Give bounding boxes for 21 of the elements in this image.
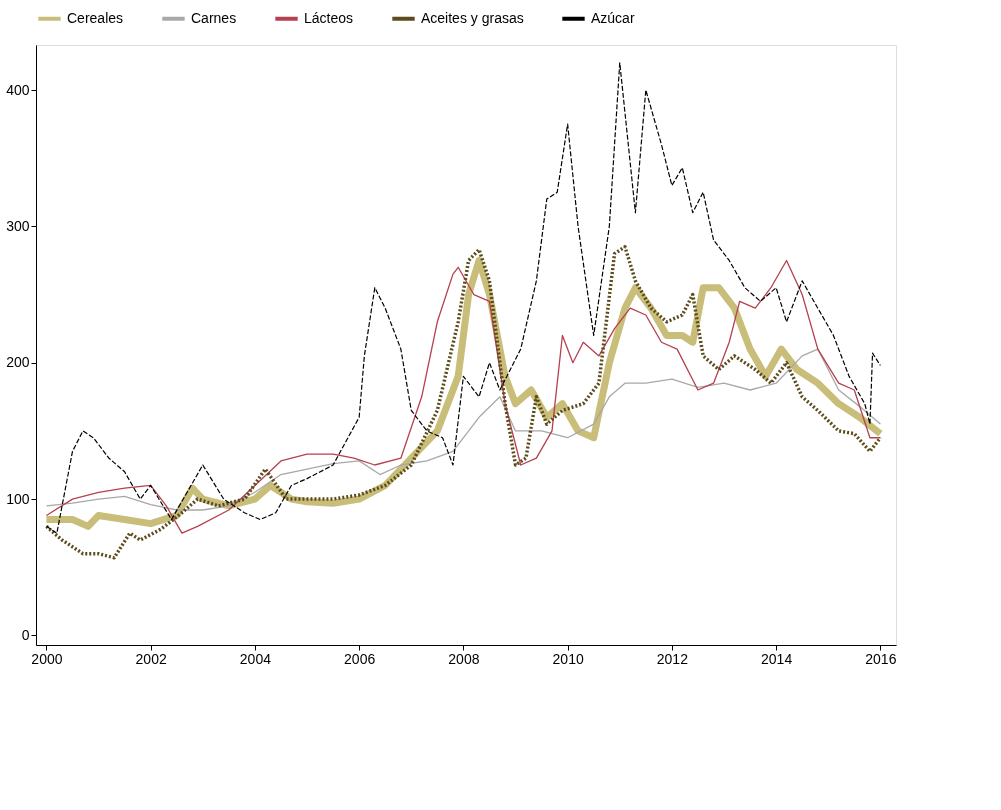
legend-label: Lácteos bbox=[304, 9, 354, 26]
x-tick-label: 2012 bbox=[656, 650, 689, 667]
x-tick-label: 2004 bbox=[239, 650, 272, 667]
x-tick-label: 2002 bbox=[135, 650, 167, 667]
legend-label: Aceites y grasas bbox=[421, 9, 524, 26]
x-tick-label: 2008 bbox=[448, 650, 480, 667]
x-tick-label: 2014 bbox=[761, 650, 793, 667]
y-tick-label: 200 bbox=[6, 354, 30, 371]
line-series bbox=[45, 62, 881, 534]
legend-label: Azúcar bbox=[591, 9, 635, 26]
y-tick-label: 400 bbox=[6, 81, 30, 98]
y-tick-label: 0 bbox=[21, 626, 30, 643]
legend-label: Carnes bbox=[191, 9, 237, 26]
line-series bbox=[45, 348, 882, 511]
x-tick-label: 2016 bbox=[865, 650, 897, 667]
y-tick-label: 300 bbox=[6, 217, 30, 234]
x-tick-label: 2006 bbox=[344, 650, 376, 667]
x-tick-label: 2000 bbox=[31, 650, 63, 667]
legend-label: Cereales bbox=[67, 9, 124, 26]
x-tick-label: 2010 bbox=[552, 650, 584, 667]
y-tick-label: 100 bbox=[6, 490, 30, 507]
